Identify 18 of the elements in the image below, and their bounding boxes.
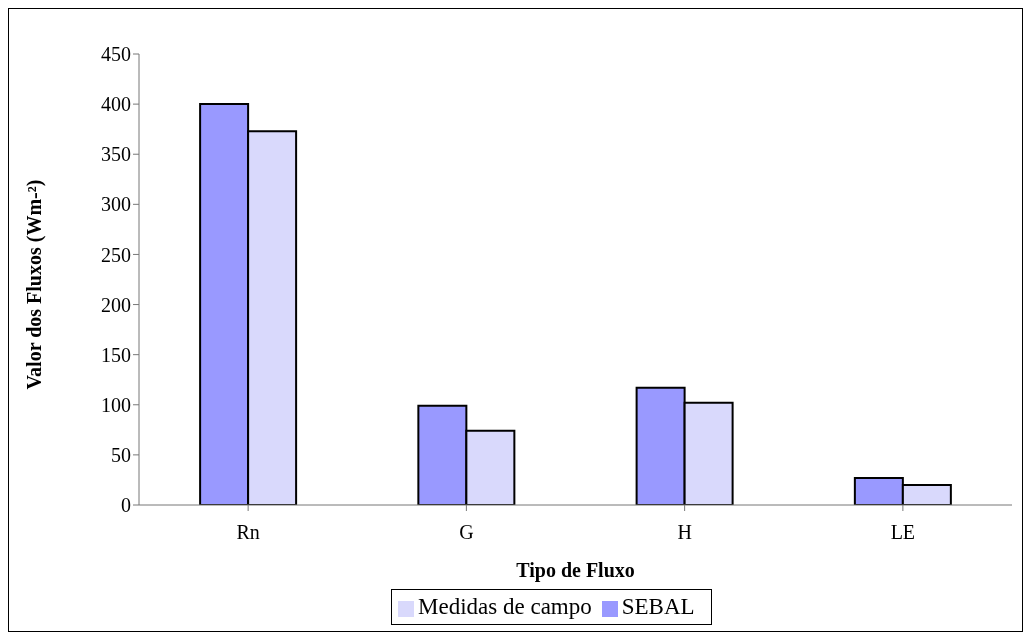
y-axis-title: Valor dos Fluxos (Wm-²)	[23, 179, 47, 390]
y-tick-label: 250	[101, 243, 131, 266]
y-tick-label: 200	[101, 293, 131, 316]
y-tick-label: 100	[101, 393, 131, 416]
x-tick-label: H	[677, 521, 692, 544]
x-tick-label: Rn	[236, 521, 260, 544]
y-tick-label: 350	[101, 143, 131, 166]
y-tick-label: 150	[101, 343, 131, 366]
y-tick-label: 450	[101, 43, 131, 66]
legend-label: SEBAL	[621, 594, 695, 619]
y-tick-label: 50	[111, 443, 131, 466]
y-tick-label: 0	[121, 494, 131, 517]
y-tick-label: 400	[101, 93, 131, 116]
legend-label: Medidas de campo	[418, 594, 592, 619]
x-axis-title: Tipo de Fluxo	[516, 559, 635, 582]
y-tick-label: 300	[101, 193, 131, 216]
x-tick-label: G	[459, 521, 474, 544]
x-tick-label: LE	[890, 521, 916, 544]
